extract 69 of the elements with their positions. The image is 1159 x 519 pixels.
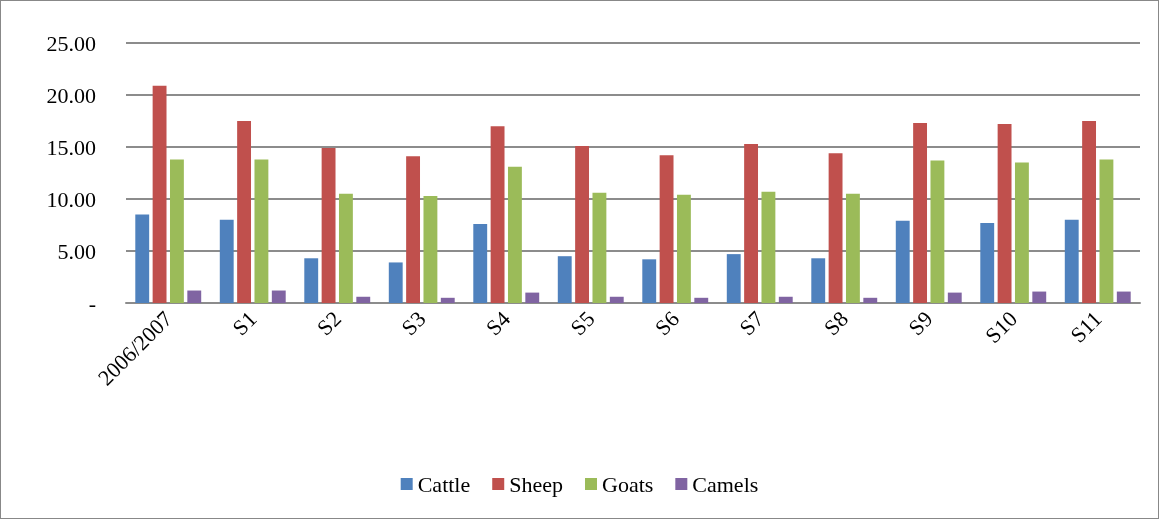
bar	[507, 166, 522, 303]
bar	[304, 258, 319, 303]
bar	[152, 85, 167, 303]
x-tick-label: S1	[227, 306, 262, 341]
bar	[187, 290, 202, 303]
bar	[863, 297, 878, 303]
bar	[1032, 291, 1047, 303]
bar	[744, 143, 759, 303]
x-tick-label: S8	[818, 306, 854, 341]
x-tick-label: S2	[311, 306, 347, 341]
y-tick-label: 20.00	[46, 82, 96, 108]
y-tick-label: -	[88, 290, 96, 316]
x-tick-label: S6	[649, 306, 685, 341]
x-tick-label: S7	[734, 306, 769, 341]
bar	[271, 290, 286, 303]
bar	[575, 145, 590, 303]
bar	[694, 297, 709, 303]
bar	[388, 262, 403, 303]
bar	[406, 156, 421, 303]
y-tick-label: 15.00	[46, 134, 96, 160]
bar	[490, 126, 505, 303]
x-tick-label: S3	[396, 306, 431, 341]
legend-label: Sheep	[509, 471, 563, 497]
x-tick-label: S11	[1065, 306, 1107, 348]
bar	[761, 191, 776, 303]
bar	[525, 292, 540, 303]
x-tick-label: S4	[480, 306, 516, 341]
bar	[947, 292, 962, 303]
bar	[895, 220, 910, 303]
bar	[659, 155, 674, 303]
bar	[811, 258, 826, 303]
bar	[557, 256, 572, 303]
y-tick-label: 25.00	[46, 30, 96, 56]
bar	[913, 123, 928, 303]
legend-label: Goats	[601, 471, 654, 497]
y-tick-label: 10.00	[46, 186, 96, 212]
bar	[473, 223, 488, 303]
bar	[642, 259, 657, 303]
bar	[440, 297, 455, 303]
bar	[1014, 162, 1029, 303]
bar	[1116, 291, 1131, 303]
bar	[980, 222, 995, 303]
bar	[135, 214, 150, 303]
bar	[219, 219, 234, 303]
bar	[321, 148, 336, 303]
x-tick-label: S10	[980, 306, 1023, 349]
y-tick-label: 5.00	[57, 238, 96, 264]
bar	[1064, 219, 1079, 303]
bar	[1082, 121, 1097, 303]
bar	[609, 296, 624, 303]
x-tick-label: S5	[565, 306, 600, 341]
bar	[778, 296, 793, 303]
legend-label: Camels	[692, 471, 759, 497]
bar	[254, 159, 269, 303]
bar	[356, 296, 371, 303]
legend-label: Cattle	[417, 471, 471, 497]
bar	[676, 194, 691, 303]
bar	[1099, 159, 1114, 303]
bar	[997, 124, 1012, 303]
bar	[828, 153, 843, 303]
bar	[237, 121, 252, 303]
bar	[726, 254, 741, 303]
bar	[423, 195, 438, 303]
bar	[169, 159, 184, 303]
bar	[592, 192, 607, 303]
bar	[845, 193, 860, 303]
bar	[930, 160, 945, 303]
x-tick-label: S9	[903, 306, 938, 341]
bar	[338, 193, 353, 303]
